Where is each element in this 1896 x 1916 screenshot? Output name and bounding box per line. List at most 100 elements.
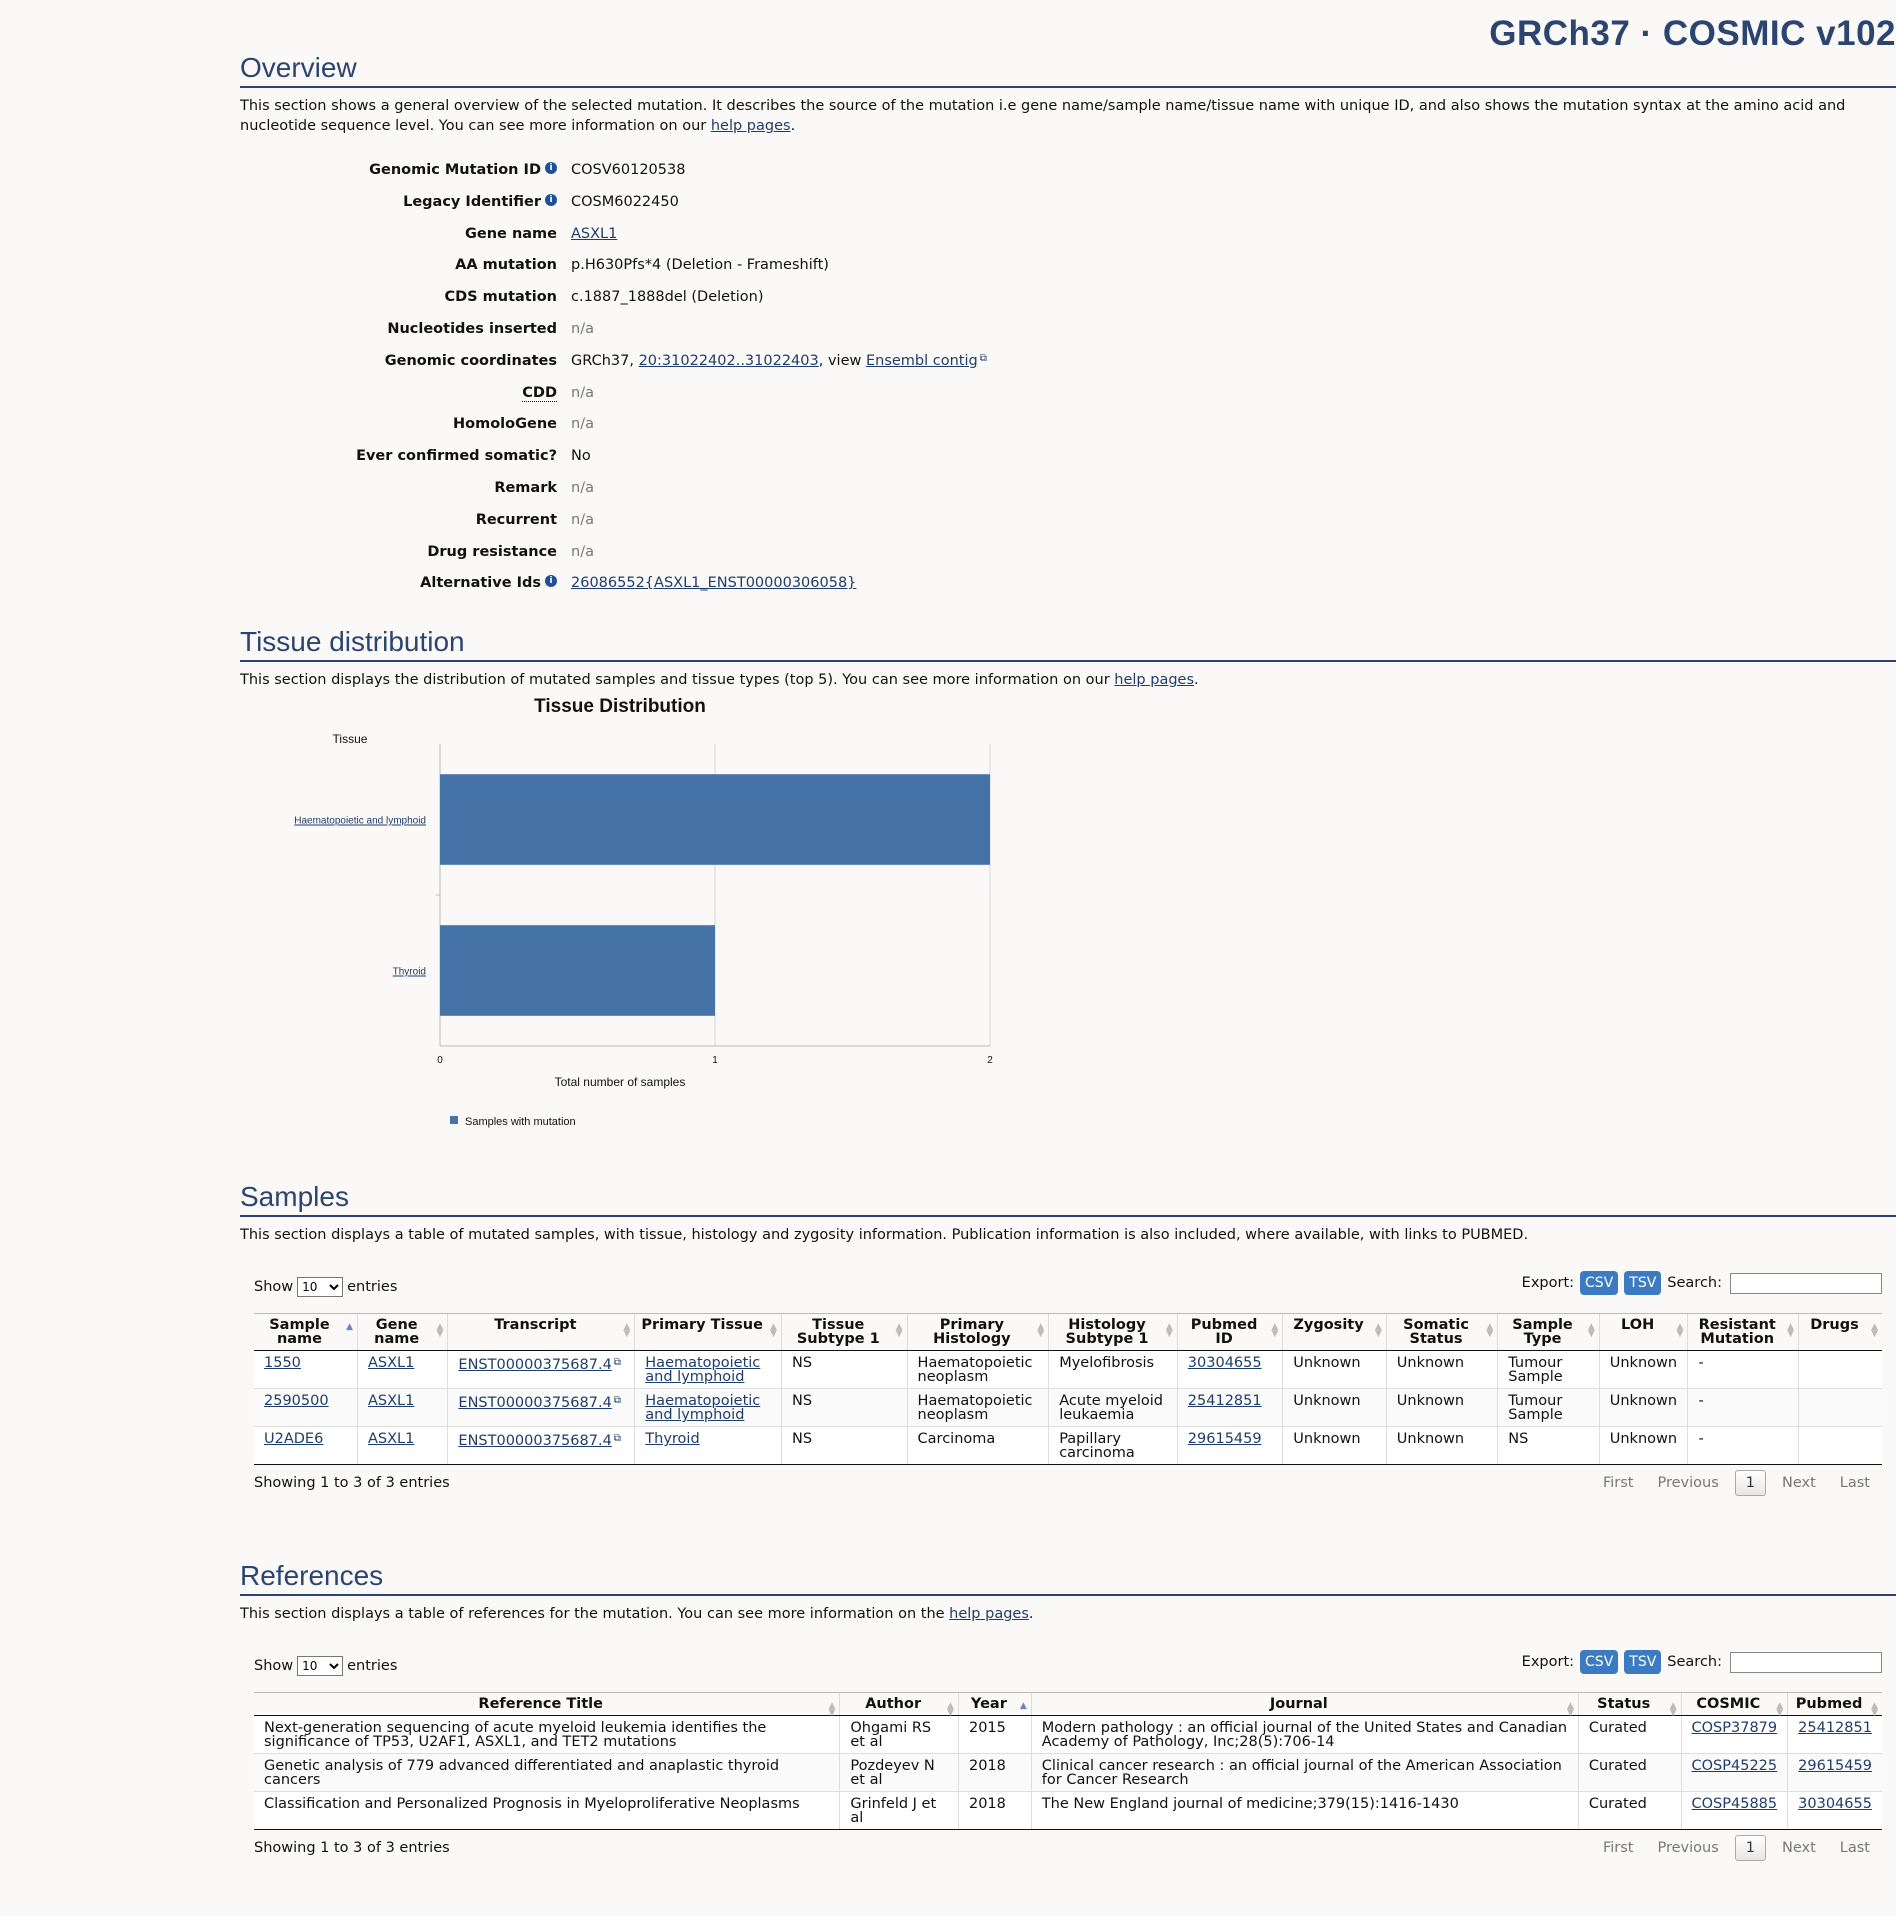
references-next-button[interactable]: Next	[1782, 1840, 1816, 1856]
samples-col-tissue-subtype-1[interactable]: Tissue Subtype 1 ▲ ▼	[780, 1313, 908, 1351]
references-col-reference-title[interactable]: Reference Title ▲ ▼	[254, 1692, 840, 1718]
references-csv-button[interactable]: CSV	[1580, 1650, 1619, 1674]
cosmic-link[interactable]: COSP45885	[1691, 1796, 1778, 1812]
samples-csv-button[interactable]: CSV	[1580, 1271, 1619, 1295]
references-page-size-select[interactable]: 10	[297, 1656, 344, 1676]
samples-col-primary-histology[interactable]: Primary Histology ▲ ▼	[906, 1313, 1049, 1351]
cosmic-link[interactable]: COSP45225	[1691, 1758, 1778, 1774]
sort-icon: ▲ ▼	[1165, 1322, 1173, 1339]
references-col-pubmed[interactable]: Pubmed ▲ ▼	[1787, 1692, 1882, 1718]
pubmed-link[interactable]: 25412851	[1798, 1720, 1872, 1736]
pubmed-id-link[interactable]: 25412851	[1187, 1393, 1262, 1409]
samples-page-1-button[interactable]: 1	[1734, 1470, 1766, 1496]
cosmic-link[interactable]: COSP37879	[1691, 1720, 1778, 1736]
chart-category-label[interactable]: Haematopoietic and lymphoid	[294, 816, 426, 827]
build-title: GRCh37 · COSMIC v102	[1489, 14, 1896, 53]
sort-icon: ▲ ▼	[1374, 1322, 1382, 1339]
references-col-year[interactable]: Year ▲	[957, 1692, 1032, 1716]
tissue-help-link[interactable]: help pages	[1114, 672, 1195, 688]
samples-last-button[interactable]: Last	[1839, 1475, 1870, 1491]
info-circle-icon[interactable]: i	[545, 162, 557, 174]
cell-journal: The New England journal of medicine;379(…	[1030, 1791, 1579, 1830]
transcript-link[interactable]: ENST00000375687.4	[458, 1357, 612, 1373]
samples-col-gene-name[interactable]: Gene name ▲ ▼	[356, 1313, 448, 1351]
cell-primary-histology: Haematopoietic neoplasm	[906, 1350, 1049, 1389]
field-alternative-ids: Alternative Ids i 26086552{ASXL1_ENST0000…	[420, 575, 857, 592]
coordinates-link[interactable]: 20:31022402..31022403	[638, 352, 819, 369]
cell-histology-subtype-1: Papillary carcinoma	[1048, 1426, 1178, 1465]
transcript-link[interactable]: ENST00000375687.4	[458, 1395, 612, 1411]
samples-col-primary-tissue[interactable]: Primary Tissue ▲ ▼	[634, 1313, 782, 1351]
cell-pubmed-id: 30304655	[1176, 1350, 1283, 1389]
references-col-journal[interactable]: Journal ▲ ▼	[1030, 1692, 1579, 1718]
samples-page-size-select[interactable]: 10	[297, 1277, 344, 1297]
gene-name-link[interactable]: ASXL1	[367, 1393, 415, 1409]
samples-col-drugs[interactable]: Drugs ▲ ▼	[1797, 1313, 1882, 1351]
cell-primary-histology: Carcinoma	[906, 1426, 1049, 1465]
cell-sample-name: 1550	[254, 1350, 358, 1389]
pubmed-id-link[interactable]: 30304655	[1187, 1355, 1262, 1371]
cell-zygosity: Unknown	[1282, 1388, 1387, 1427]
info-circle-icon[interactable]: i	[545, 575, 557, 588]
cell-resistant-mutation: -	[1687, 1350, 1799, 1389]
samples-next-button[interactable]: Next	[1782, 1475, 1816, 1491]
pubmed-id-link[interactable]: 29615459	[1187, 1431, 1262, 1447]
field-aa-mutation: AA mutation p.H630Pfs*4 (Deletion - Fram…	[455, 257, 829, 274]
references-search-input[interactable]	[1730, 1651, 1882, 1673]
samples-col-sample-type[interactable]: Sample Type ▲ ▼	[1497, 1313, 1600, 1351]
references-table-info: Showing 1 to 3 of 3 entries	[254, 1840, 450, 1856]
cell-pubmed: 29615459	[1787, 1753, 1882, 1792]
pubmed-link[interactable]: 30304655	[1798, 1796, 1872, 1812]
samples-tsv-button[interactable]: TSV	[1624, 1271, 1662, 1295]
references-page-1-button[interactable]: 1	[1734, 1835, 1766, 1861]
overview-intro: This section shows a general overview of…	[240, 98, 1846, 134]
alternative-ids-link[interactable]: 26086552{ASXL1_ENST00000306058}	[571, 575, 857, 592]
samples-export-label: Export:	[1521, 1275, 1575, 1291]
chart-category-label[interactable]: Thyroid	[393, 967, 426, 978]
chart-x-axis-label: Total number of samples	[555, 1075, 686, 1089]
references-col-cosmic[interactable]: COSMIC ▲ ▼	[1680, 1692, 1788, 1718]
samples-col-pubmed-id[interactable]: Pubmed ID ▲ ▼	[1176, 1313, 1283, 1351]
cell-tissue-subtype-1: NS	[780, 1350, 908, 1389]
pubmed-link[interactable]: 29615459	[1798, 1758, 1872, 1774]
samples-col-histology-subtype-1[interactable]: Histology Subtype 1 ▲ ▼	[1048, 1313, 1178, 1351]
field-cds-mutation: CDS mutation c.1887_1888del (Deletion)	[444, 289, 764, 306]
overview-help-link[interactable]: help pages	[710, 118, 791, 134]
samples-col-zygosity[interactable]: Zygosity ▲ ▼	[1282, 1313, 1387, 1351]
samples-first-button[interactable]: First	[1602, 1475, 1634, 1491]
references-col-author[interactable]: Author ▲ ▼	[839, 1692, 959, 1718]
references-previous-button[interactable]: Previous	[1657, 1840, 1719, 1856]
sort-icon: ▲ ▼	[1587, 1322, 1595, 1339]
cell-primary-tissue: Thyroid	[634, 1426, 782, 1465]
gene-name-link[interactable]: ASXL1	[367, 1431, 415, 1447]
cell-primary-tissue: Haematopoietic and lymphoid	[634, 1350, 782, 1389]
references-col-status[interactable]: Status ▲ ▼	[1577, 1692, 1682, 1718]
gene-name-link[interactable]: ASXL1	[367, 1355, 415, 1371]
samples-previous-button[interactable]: Previous	[1657, 1475, 1719, 1491]
samples-col-resistant-mutation[interactable]: Resistant Mutation ▲ ▼	[1687, 1313, 1799, 1351]
samples-col-loh[interactable]: LOH ▲ ▼	[1598, 1313, 1688, 1351]
references-last-button[interactable]: Last	[1839, 1840, 1870, 1856]
sort-ascending-icon: ▲	[346, 1322, 353, 1332]
sample-name-link[interactable]: 1550	[264, 1355, 301, 1371]
primary-tissue-link[interactable]: Haematopoietic and lymphoid	[645, 1355, 761, 1385]
samples-search-input[interactable]	[1730, 1272, 1882, 1294]
transcript-link[interactable]: ENST00000375687.4	[458, 1433, 612, 1449]
cell-gene-name: ASXL1	[356, 1388, 448, 1427]
primary-tissue-link[interactable]: Thyroid	[645, 1431, 700, 1447]
samples-col-transcript[interactable]: Transcript ▲ ▼	[447, 1313, 635, 1351]
primary-tissue-link[interactable]: Haematopoietic and lymphoid	[645, 1393, 761, 1423]
remark-value: n/a	[571, 479, 594, 496]
samples-col-sample-name[interactable]: Sample name ▲	[254, 1313, 358, 1351]
ensembl-contig-link[interactable]: Ensembl contig	[865, 352, 978, 369]
table-row: Next-generation sequencing of acute myel…	[254, 1715, 1882, 1754]
info-circle-icon[interactable]: i	[545, 193, 557, 206]
references-first-button[interactable]: First	[1602, 1840, 1634, 1856]
references-tsv-button[interactable]: TSV	[1624, 1650, 1662, 1674]
samples-col-somatic-status[interactable]: Somatic Status ▲ ▼	[1385, 1313, 1498, 1351]
references-help-link[interactable]: help pages	[949, 1606, 1029, 1622]
sample-name-link[interactable]: U2ADE6	[264, 1431, 324, 1447]
gene-name-link[interactable]: ASXL1	[571, 225, 618, 242]
tissue-heading: Tissue distribution	[240, 626, 1896, 662]
sample-name-link[interactable]: 2590500	[264, 1393, 329, 1409]
